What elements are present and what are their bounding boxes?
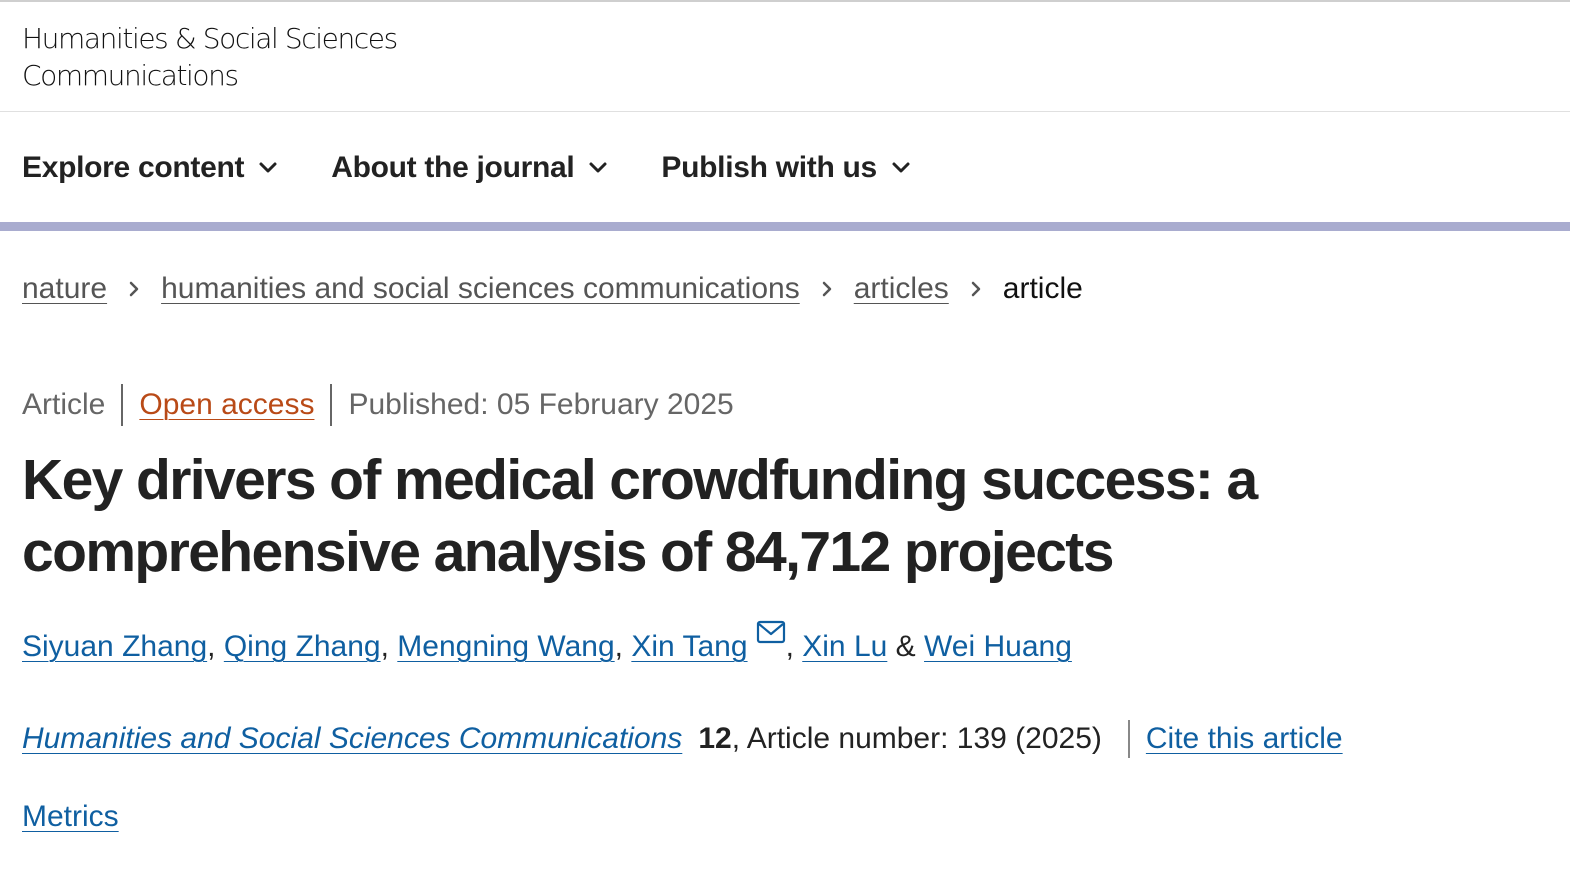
main-nav: Explore content About the journal Publis…	[22, 146, 964, 190]
nav-publish-with-us-label: Publish with us	[661, 151, 877, 184]
article-title: Key drivers of medical crowdfunding succ…	[22, 448, 1258, 584]
article-meta: Article Open access Published: 05 Februa…	[22, 384, 734, 426]
author-link[interactable]: Xin Lu	[802, 630, 888, 663]
journal-logo[interactable]: Humanities & Social Sciences Communicati…	[22, 20, 398, 94]
breadcrumb-articles[interactable]: articles	[853, 272, 949, 305]
mail-icon[interactable]	[756, 620, 786, 644]
author-separator: ,	[785, 630, 794, 663]
top-border	[0, 0, 1570, 2]
journal-logo-line1: Humanities & Social Sciences	[22, 22, 398, 55]
chevron-right-icon	[822, 281, 831, 297]
meta-divider	[330, 384, 333, 426]
breadcrumb-nature[interactable]: nature	[22, 272, 108, 305]
chevron-down-icon	[589, 162, 607, 173]
nav-about-journal[interactable]: About the journal	[331, 151, 608, 185]
chevron-down-icon	[892, 162, 910, 173]
nav-about-journal-label: About the journal	[331, 151, 575, 184]
meta-divider	[121, 384, 124, 426]
volume-number: 12	[698, 722, 732, 755]
open-access-link[interactable]: Open access	[139, 388, 315, 421]
author-link[interactable]: Siyuan Zhang	[22, 630, 208, 663]
breadcrumb-journal[interactable]: humanities and social sciences communica…	[161, 272, 800, 305]
author-separator: ,	[380, 630, 389, 663]
author-link[interactable]: Qing Zhang	[223, 630, 381, 663]
published-date: Published: 05 February 2025	[348, 388, 734, 421]
chevron-right-icon	[129, 281, 139, 297]
nav-publish-with-us[interactable]: Publish with us	[661, 151, 911, 185]
chevron-down-icon	[259, 162, 277, 173]
author-list: Siyuan Zhang , Qing Zhang , Mengning Wan…	[22, 620, 1072, 664]
author-separator: ,	[614, 630, 623, 663]
chevron-right-icon	[971, 281, 981, 297]
author-link[interactable]: Wei Huang	[924, 630, 1072, 663]
nav-explore-content-label: Explore content	[22, 151, 245, 184]
author-link-corresponding[interactable]: Xin Tang	[631, 630, 748, 663]
metrics-link[interactable]: Metrics	[22, 800, 119, 833]
article-type: Article	[22, 388, 106, 421]
breadcrumb: nature humanities and social sciences co…	[22, 272, 1083, 306]
author-separator: ,	[207, 630, 216, 663]
nav-explore-content[interactable]: Explore content	[22, 151, 278, 185]
author-link[interactable]: Mengning Wang	[397, 630, 615, 663]
breadcrumb-current: article	[1002, 272, 1083, 305]
journal-logo-line2: Communications	[22, 59, 239, 92]
journal-link[interactable]: Humanities and Social Sciences Communica…	[22, 722, 683, 755]
header-divider	[0, 111, 1570, 112]
author-last-separator: &	[895, 630, 916, 663]
citation-line: Humanities and Social Sciences Communica…	[22, 720, 1343, 758]
accent-bar	[0, 222, 1570, 231]
article-number: , Article number: 139 (2025)	[731, 722, 1102, 755]
cite-this-article-link[interactable]: Cite this article	[1145, 722, 1343, 755]
cite-divider	[1127, 720, 1130, 758]
